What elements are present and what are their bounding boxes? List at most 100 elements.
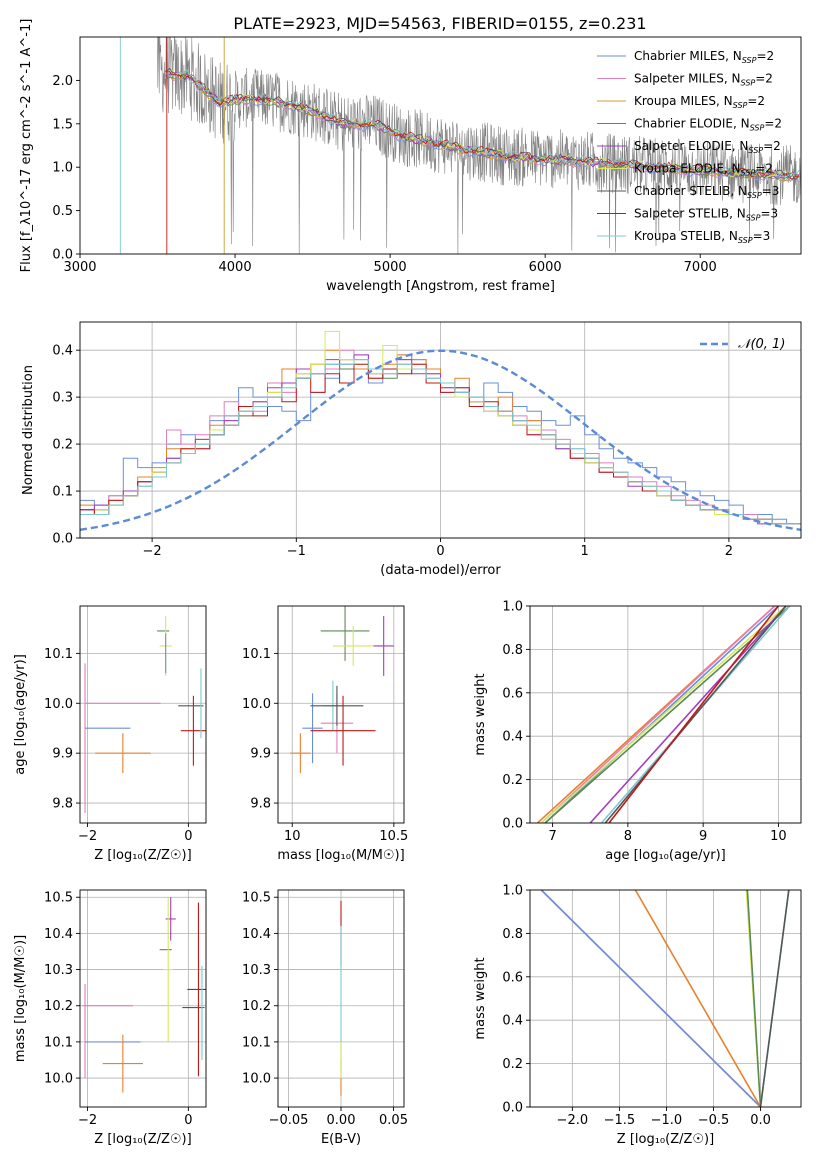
y-tick-label: 10.2 <box>242 999 271 1014</box>
x-tick-label: 0.0 <box>750 1113 771 1128</box>
mass-weight-line <box>540 606 787 823</box>
legend-entry-label: 𝒩(0, 1) <box>738 337 785 352</box>
plot-area <box>84 615 206 814</box>
x-axis-label: wavelength [Angstrom, rest frame] <box>326 279 555 294</box>
x-axis-label: age [log₁₀(age/yr)] <box>605 848 726 863</box>
x-tick-label: 0.00 <box>327 1113 356 1128</box>
y-tick-label: 0.6 <box>502 970 523 985</box>
axes-frame <box>79 889 207 1108</box>
y-tick-label: 9.8 <box>52 797 73 812</box>
legend-entry-label: Salpeter ELODIE, NSSP=2 <box>634 139 781 155</box>
y-tick-label: 10.1 <box>242 647 271 662</box>
x-tick-label: 8 <box>624 829 632 844</box>
y-tick-label: 10.0 <box>242 1072 271 1087</box>
x-tick-label: 0 <box>184 1113 192 1128</box>
spectrum-legend: Chabrier MILES, NSSP=2 Salpeter MILES, NS… <box>597 49 782 245</box>
model-spectrum-line <box>164 71 800 180</box>
plot-area <box>119 37 801 254</box>
y-tick-label: 0.8 <box>502 927 523 942</box>
x-tick-label: 10 <box>284 829 301 844</box>
y-tick-label: 10.1 <box>242 1035 271 1050</box>
x-tick-label: −2 <box>143 544 162 559</box>
y-tick-label: 10.3 <box>242 963 271 978</box>
axes-frame <box>529 605 802 824</box>
x-axis-label: Z [log₁₀(Z/Z☉)] <box>94 848 191 863</box>
mass-weight-line <box>759 890 790 1107</box>
x-axis-label: Z [log₁₀(Z/Z☉)] <box>94 1132 191 1147</box>
plot-area <box>536 606 791 823</box>
figure-title: PLATE=2923, MJD=54563, FIBERID=0155, z=0… <box>233 14 646 33</box>
y-axis-label: mass [log₁₀(M/M☉)] <box>13 935 28 1062</box>
y-tick-label: 0.0 <box>502 1101 523 1116</box>
y-axis-label: Flux [f_λ10^-17 erg cm^-2 s^-1 A^-1] <box>19 19 34 273</box>
y-tick-label: 10.2 <box>44 999 73 1014</box>
y-tick-label: 10.1 <box>44 647 73 662</box>
y-tick-label: 0.2 <box>502 1057 523 1072</box>
y-tick-label: 0.4 <box>502 730 523 745</box>
legend-entry-label: Kroupa STELIB, NSSP=3 <box>634 229 770 245</box>
panels: 3000 4000 5000 6000 70000.00.51.01.52.0wavel… <box>13 19 802 1147</box>
panel-age_vs_mass: 10 10.5 9.8 9.9 10.0 10.1 mass [log₁₀(M/M☉)] <box>242 605 408 863</box>
axes-frame <box>79 36 802 255</box>
y-tick-label: 1.0 <box>52 161 73 176</box>
y-tick-label: 9.9 <box>250 747 271 762</box>
legend-entry-label: Chabrier STELIB, NSSP=3 <box>634 184 779 200</box>
y-tick-label: 10.0 <box>242 697 271 712</box>
mass-weight-line <box>746 890 762 1107</box>
y-tick-label: 0.1 <box>52 485 73 500</box>
x-tick-label: 0 <box>436 544 444 559</box>
x-tick-label: 5000 <box>374 260 407 275</box>
panel-mass_weight_vs_age: 7 8 9 10 0.0 0.2 0.4 0.6 0.8 1.0 age [log₁₀(age/yr… <box>473 600 802 863</box>
y-tick-label: 10.1 <box>44 1035 73 1050</box>
legend-entry-label: Salpeter STELIB, NSSP=3 <box>634 207 778 223</box>
x-tick-label: 7 <box>548 829 556 844</box>
legend-entry-label: Chabrier MILES, NSSP=2 <box>634 49 774 65</box>
y-tick-label: 10.5 <box>44 891 73 906</box>
plot-area <box>290 606 394 774</box>
legend-entry-label: Kroupa MILES, NSSP=2 <box>634 94 765 110</box>
mass-weight-line <box>634 890 762 1107</box>
x-tick-label: 2 <box>725 544 733 559</box>
x-axis-label: (data-model)/error <box>380 563 501 578</box>
panel-residuals: −2 −1 0 1 2 0.0 0.1 0.2 0.3 0.4 (data-model)/error… <box>21 321 802 578</box>
y-tick-label: 0.8 <box>502 643 523 658</box>
mass-weight-line <box>544 606 791 823</box>
x-tick-label: 7000 <box>684 260 717 275</box>
panel-age_vs_Z: −2 0 9.8 9.9 10.0 10.1 Z [log₁₀(Z/Z☉)] age [log… <box>13 605 207 863</box>
x-tick-label: −1 <box>287 544 306 559</box>
legend-entry-label: Kroupa ELODIE, NSSP=2 <box>634 162 773 178</box>
y-tick-label: 10.4 <box>44 927 73 942</box>
mass-weight-line <box>540 890 762 1107</box>
x-tick-label: −1.5 <box>604 1113 636 1128</box>
x-tick-label: 4000 <box>219 260 252 275</box>
x-tick-label: −1.0 <box>651 1113 683 1128</box>
mass-weight-line <box>540 606 776 823</box>
mass-weight-line <box>608 606 780 823</box>
plot-area <box>82 897 206 1093</box>
y-tick-label: 10.0 <box>44 697 73 712</box>
y-tick-label: 0.3 <box>52 391 73 406</box>
y-axis-label: Normed distribution <box>21 365 36 495</box>
axes-frame <box>79 605 207 824</box>
y-tick-label: 10.0 <box>44 1072 73 1087</box>
x-tick-label: 10.5 <box>379 829 408 844</box>
y-tick-label: 1.5 <box>52 117 73 132</box>
y-tick-label: 0.5 <box>52 204 73 219</box>
mass-weight-line <box>604 606 787 823</box>
y-tick-label: 0.2 <box>502 773 523 788</box>
panel-mass_weight_vs_Z: −2.0 −1.5 −1.0 −0.5 0.0 0.0 0.2 0.4 0.6 0.8 1.0 Z [… <box>473 884 802 1147</box>
y-axis-label: age [log₁₀(age/yr)] <box>13 654 28 775</box>
x-tick-label: −0.05 <box>269 1113 309 1128</box>
y-axis-label: mass weight <box>473 957 488 1039</box>
x-axis-label: E(B-V) <box>321 1132 361 1147</box>
y-tick-label: 0.0 <box>52 532 73 547</box>
plot-area <box>540 890 790 1107</box>
y-tick-label: 2.0 <box>52 74 73 89</box>
x-axis-label: Z [log₁₀(Z/Z☉)] <box>617 1132 714 1147</box>
panel-mass_vs_ebv: −0.05 0.00 0.05 10.0 10.1 10.2 10.3 10.4 10.5 E(B… <box>242 889 408 1147</box>
y-tick-label: 9.9 <box>52 747 73 762</box>
x-tick-label: 3000 <box>63 260 96 275</box>
legend-entry-label: Chabrier ELODIE, NSSP=2 <box>634 117 782 133</box>
